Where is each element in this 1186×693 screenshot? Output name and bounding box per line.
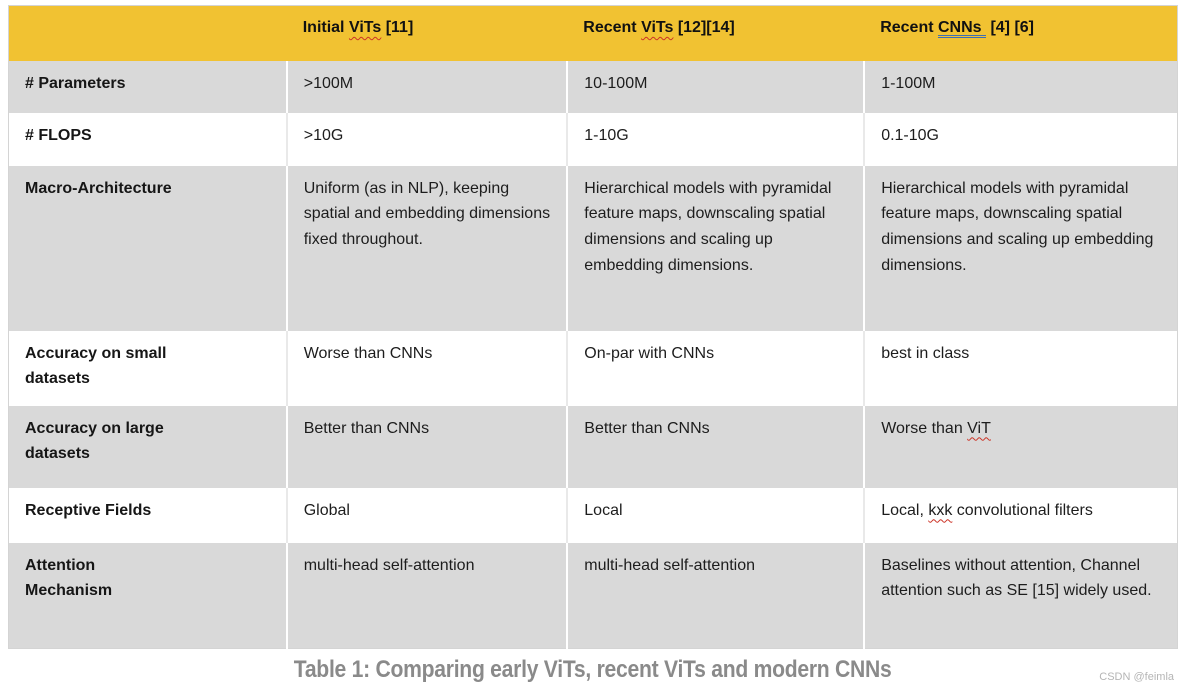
- table-row-attention-mechanism: Attention Mechanism multi-head self-atte…: [8, 542, 1178, 649]
- table-row-accuracy-small: Accuracy on small datasets Worse than CN…: [8, 330, 1178, 406]
- cell: On-par with CNNs: [567, 330, 866, 406]
- header-text: [11]: [381, 19, 414, 36]
- header-text: Initial: [302, 19, 349, 36]
- cell: Hierarchical models with pyramidal featu…: [864, 165, 1178, 331]
- cell: multi-head self-attention: [286, 542, 569, 649]
- header-text: [4] [6]: [986, 19, 1034, 36]
- row-label: Accuracy on small datasets: [8, 330, 288, 406]
- grammar-underlined-term: CNNs: [937, 19, 986, 36]
- watermark: CSDN @feimla: [1099, 671, 1174, 683]
- cell: Local, kxk convolutional filters: [864, 487, 1178, 543]
- table-row-parameters: # Parameters >100M 10-100M 1-100M: [8, 60, 1178, 113]
- cell: 1-10G: [567, 112, 866, 166]
- header-text: Recent: [583, 19, 642, 36]
- row-label: Accuracy on large datasets: [8, 405, 288, 488]
- spellcheck-underlined-term: kxk: [928, 501, 953, 519]
- table-row-accuracy-large: Accuracy on large datasets Better than C…: [8, 405, 1178, 488]
- cell: >100M: [286, 60, 569, 113]
- cell: Hierarchical models with pyramidal featu…: [567, 165, 866, 331]
- cell: 1-100M: [864, 60, 1178, 113]
- header-cell-blank: [8, 5, 287, 61]
- row-label: Attention Mechanism: [8, 542, 288, 649]
- cell: Worse than ViT: [864, 405, 1178, 488]
- table-caption: Table 1: Comparing early ViTs, recent Vi…: [294, 656, 892, 683]
- header-row: Initial ViTs [11] Recent ViTs [12][14] R…: [8, 5, 1178, 61]
- header-text: Recent: [880, 19, 938, 36]
- cell: 0.1-10G: [864, 112, 1178, 166]
- header-cell-recent-cnns: Recent CNNs [4] [6]: [864, 5, 1178, 61]
- cell: Better than CNNs: [567, 405, 866, 488]
- cell: Baselines without attention, Channel att…: [864, 542, 1178, 649]
- spellcheck-underlined-term: ViTs: [348, 19, 382, 36]
- cell: multi-head self-attention: [567, 542, 866, 649]
- table-caption-wrap: Table 1: Comparing early ViTs, recent Vi…: [0, 656, 1186, 684]
- header-text: [12][14]: [673, 19, 735, 36]
- cell: 10-100M: [567, 60, 866, 113]
- cell: Global: [286, 487, 569, 543]
- row-label: # Parameters: [8, 60, 288, 113]
- row-label: # FLOPS: [8, 112, 288, 166]
- row-label: Macro-Architecture: [8, 165, 288, 331]
- spellcheck-underlined-term: ViT: [967, 419, 991, 437]
- row-label: Receptive Fields: [8, 487, 288, 543]
- cell: >10G: [286, 112, 569, 166]
- cell: Better than CNNs: [286, 405, 569, 488]
- header-cell-initial-vits: Initial ViTs [11]: [286, 5, 568, 61]
- cell: Worse than CNNs: [286, 330, 569, 406]
- table-row-flops: # FLOPS >10G 1-10G 0.1-10G: [8, 112, 1178, 166]
- spellcheck-underlined-term: ViTs: [641, 19, 674, 36]
- table-row-receptive-fields: Receptive Fields Global Local Local, kxk…: [8, 487, 1178, 543]
- cell: Uniform (as in NLP), keeping spatial and…: [286, 165, 569, 331]
- table-row-macro-architecture: Macro-Architecture Uniform (as in NLP), …: [8, 165, 1178, 331]
- cell: best in class: [864, 330, 1178, 406]
- cell: Local: [567, 487, 866, 543]
- header-cell-recent-vits: Recent ViTs [12][14]: [567, 5, 865, 61]
- comparison-table: Initial ViTs [11] Recent ViTs [12][14] R…: [8, 5, 1178, 649]
